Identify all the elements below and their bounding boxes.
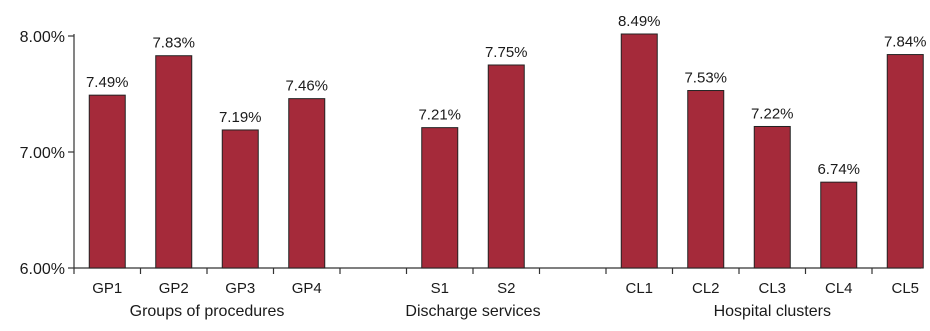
data-label-cl1: 8.49%: [618, 13, 661, 30]
x-tick-label-cl5: CL5: [891, 280, 919, 297]
bar-cl2: [687, 90, 725, 269]
bars: [88, 33, 924, 269]
labels: 6.00% 7.00% 8.00% 7.49% GP1 7.83% GP2 7.19% GP3 7…: [20, 13, 927, 320]
data-label-cl4: 6.74%: [817, 161, 860, 178]
x-tick-label-gp2: GP2: [159, 280, 189, 297]
x-tick-label-gp4: GP4: [292, 280, 322, 297]
group-label-0: Groups of procedures: [130, 303, 285, 320]
data-label-s1: 7.21%: [418, 107, 461, 124]
bar-cl3: [753, 125, 791, 269]
data-label-gp4: 7.46%: [285, 78, 328, 95]
bar-cl4: [820, 181, 858, 269]
x-tick-label-cl4: CL4: [825, 280, 853, 297]
x-tick-label-cl3: CL3: [758, 280, 786, 297]
data-label-gp2: 7.83%: [152, 35, 195, 52]
data-label-gp3: 7.19%: [219, 109, 262, 126]
x-tick-label-s1: S1: [431, 280, 449, 297]
data-label-cl3: 7.22%: [751, 105, 794, 122]
group-label-2: Hospital clusters: [714, 303, 831, 320]
x-tick-label-cl1: CL1: [625, 280, 653, 297]
data-label-cl5: 7.84%: [884, 34, 927, 51]
x-tick-label-gp3: GP3: [225, 280, 255, 297]
data-label-cl2: 7.53%: [684, 70, 727, 87]
group-label-1: Discharge services: [405, 303, 540, 320]
data-label-gp1: 7.49%: [86, 74, 129, 91]
bar-s1: [421, 127, 459, 269]
bar-cl5: [886, 54, 924, 269]
x-tick-label-cl2: CL2: [692, 280, 720, 297]
bar-cl1: [620, 33, 658, 269]
bar-gp1: [88, 94, 126, 269]
bar-gp2: [155, 55, 193, 269]
bar-gp4: [288, 98, 326, 269]
bar-s2: [487, 64, 525, 269]
bar-gp3: [221, 129, 259, 269]
x-tick-label-s2: S2: [497, 280, 515, 297]
y-tick-label: 6.00%: [20, 261, 65, 278]
y-tick-label: 7.00%: [20, 145, 65, 162]
y-tick-label: 8.00%: [20, 29, 65, 46]
data-label-s2: 7.75%: [485, 44, 528, 61]
x-tick-label-gp1: GP1: [92, 280, 122, 297]
